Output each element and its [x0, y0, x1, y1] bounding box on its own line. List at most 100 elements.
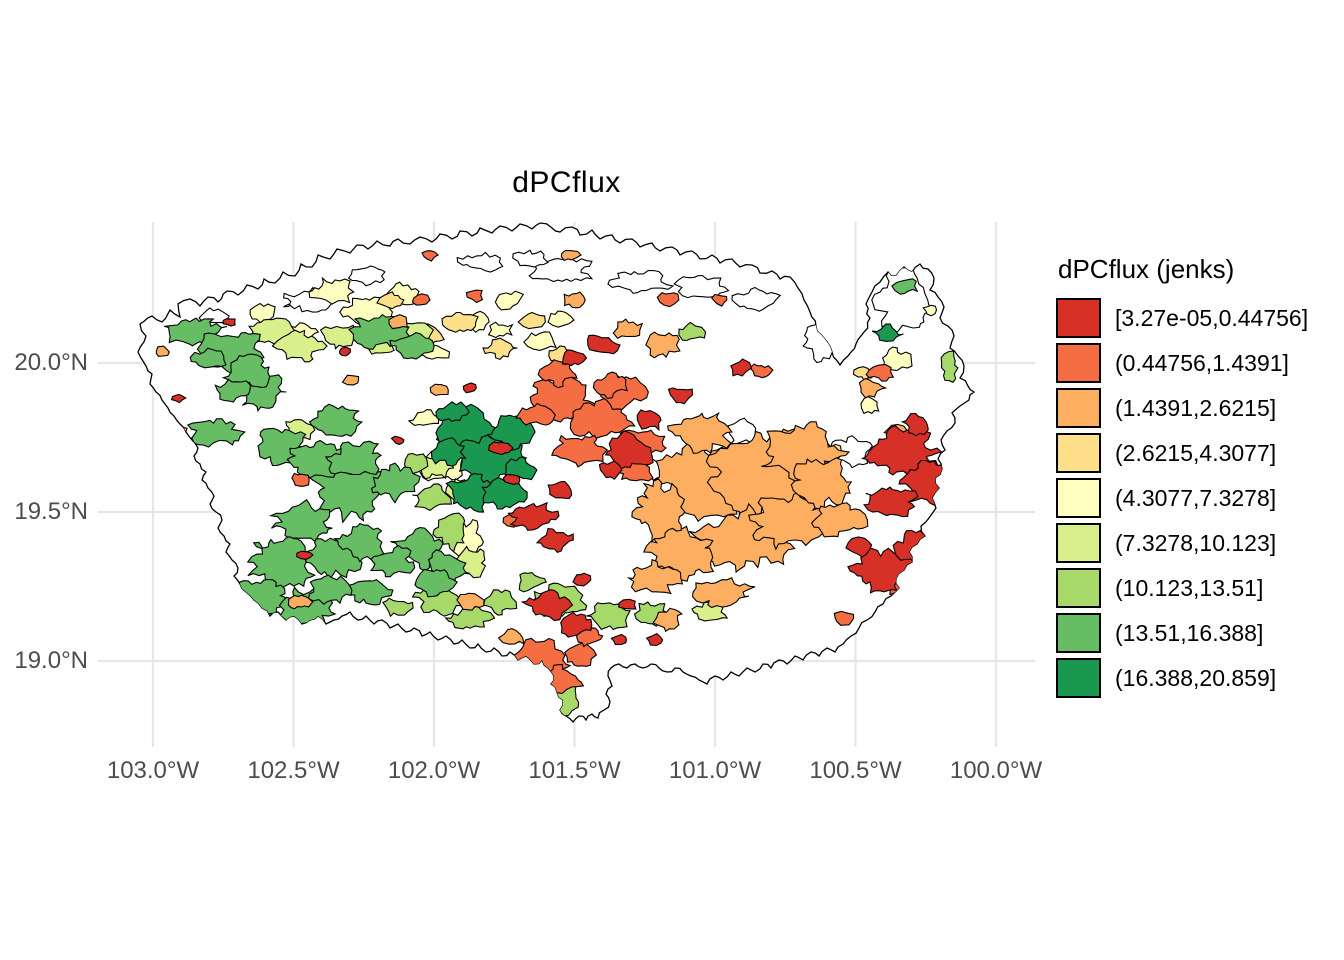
- map-region: [287, 594, 314, 610]
- map-region: [441, 311, 479, 333]
- map-region: [656, 292, 680, 308]
- legend-items: [3.27e-05,0.44756] (0.44756,1.4391] (1.439…: [1056, 298, 1308, 698]
- map-region: [636, 409, 662, 432]
- map-region: [494, 290, 525, 311]
- map-region: [586, 602, 631, 631]
- legend-title: dPCflux (jenks): [1058, 254, 1235, 284]
- map-region: [547, 310, 575, 328]
- map-region: [389, 332, 435, 360]
- map-region: [186, 418, 246, 448]
- map-region: [891, 278, 919, 295]
- legend-item: (13.51,16.388]: [1056, 613, 1308, 653]
- map-region: [488, 441, 514, 456]
- map-region: [246, 536, 317, 589]
- x-tick-label: 102.5°W: [247, 757, 340, 784]
- map-region: [487, 321, 514, 339]
- legend-item: (7.3278,10.123]: [1056, 523, 1308, 563]
- map-boundary: [137, 222, 976, 723]
- map-region: [504, 456, 538, 481]
- map-region: [352, 634, 372, 645]
- map-region: [845, 536, 873, 558]
- map-region: [871, 323, 904, 342]
- map-region: [407, 409, 440, 426]
- map-region: [221, 353, 271, 389]
- choropleth-map: [98, 222, 1035, 747]
- map-region: [497, 628, 525, 645]
- legend-item: [3.27e-05,0.44756]: [1056, 298, 1308, 338]
- map-region: [598, 460, 623, 480]
- map-region: [847, 546, 915, 594]
- map-region: [223, 578, 290, 623]
- map-region: [268, 499, 333, 543]
- map-region: [730, 358, 753, 377]
- legend-label: (4.3077,7.3278]: [1115, 484, 1277, 511]
- map-region: [456, 592, 485, 611]
- map-region: [537, 359, 578, 389]
- legend-swatch: [1056, 568, 1101, 608]
- legend-label: (13.51,16.388]: [1115, 619, 1264, 646]
- map-region: [432, 512, 466, 553]
- map-region: [369, 545, 416, 578]
- map-region: [512, 249, 549, 268]
- map-region: [610, 633, 627, 646]
- map-region: [339, 346, 351, 357]
- map-region: [520, 589, 574, 622]
- map-region: [645, 633, 664, 647]
- map-region: [873, 602, 920, 637]
- map-region: [307, 574, 353, 605]
- map-region: [376, 291, 405, 310]
- legend-swatch: [1056, 388, 1101, 428]
- x-tick-label: 103.0°W: [106, 757, 200, 784]
- map-region: [271, 329, 328, 363]
- map-region: [341, 374, 360, 386]
- map-region: [456, 251, 504, 273]
- map-region: [587, 334, 621, 355]
- map-region: [922, 304, 938, 317]
- map-region: [592, 371, 628, 399]
- legend-swatch: [1056, 523, 1101, 563]
- x-tick-label: 100.5°W: [809, 757, 902, 784]
- y-tick-label: 20.0°N: [14, 349, 88, 376]
- map-region: [829, 330, 856, 350]
- legend-item: (4.3077,7.3278]: [1056, 478, 1308, 518]
- map-region: [291, 472, 310, 487]
- map-region: [430, 437, 467, 467]
- map-region: [560, 249, 582, 262]
- map-region: [222, 318, 236, 327]
- map-region: [833, 610, 855, 626]
- map-region: [881, 346, 913, 372]
- map-region: [465, 289, 484, 304]
- x-tick-label: 100.0°W: [949, 757, 1043, 784]
- map-region: [170, 393, 187, 404]
- map-region: [561, 349, 588, 367]
- legend-label: (16.388,20.859]: [1115, 664, 1277, 691]
- map-region: [711, 293, 728, 307]
- map-region: [429, 383, 449, 396]
- map-region: [551, 434, 609, 468]
- map-region: [347, 265, 386, 287]
- map-region: [507, 501, 560, 531]
- x-tick-label: 101.0°W: [668, 757, 762, 784]
- map-region: [645, 331, 681, 359]
- map-region: [563, 291, 586, 309]
- map-region: [667, 387, 693, 405]
- legend-swatch: [1056, 433, 1101, 473]
- map-region: [863, 486, 919, 518]
- map-region: [435, 401, 470, 423]
- legend-swatch: [1056, 658, 1101, 698]
- legend-item: (0.44756,1.4391]: [1056, 343, 1308, 383]
- map-region: [858, 377, 888, 399]
- map-region: [923, 589, 940, 606]
- map-region: [865, 363, 895, 382]
- map-region: [411, 293, 431, 306]
- map-region: [370, 462, 421, 504]
- legend-label: (2.6215,4.3077]: [1115, 439, 1277, 466]
- legend-item: (16.388,20.859]: [1056, 658, 1308, 698]
- map-region: [560, 611, 593, 638]
- legend-label: [3.27e-05,0.44756]: [1115, 304, 1309, 331]
- legend-item: (10.123,13.51]: [1056, 568, 1308, 608]
- legend-swatch: [1056, 613, 1101, 653]
- map-region: [155, 345, 170, 357]
- map-region: [462, 382, 477, 394]
- map-region: [414, 568, 458, 598]
